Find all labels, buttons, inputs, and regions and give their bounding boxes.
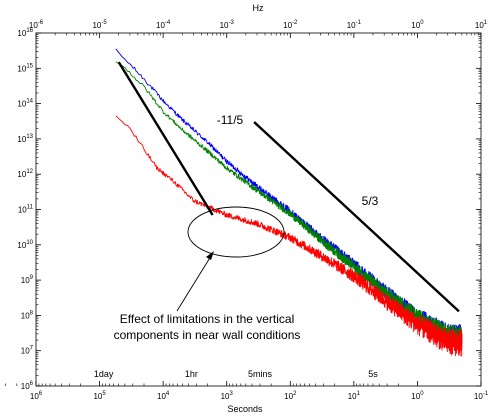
bottom-tick-label: 103 [221,391,234,401]
time-marker-label: 5mins [248,369,273,379]
top-tick-label: 10-6 [29,20,44,30]
annotation-text-line-1: Effect of limitations in the vertical [120,312,295,326]
tick-labels: 106 107 108 109 1010 1011 1012 1013 1014 1015 1016… [17,20,488,401]
y-tick-label: 1013 [17,134,33,144]
top-tick-label: 10-2 [283,20,298,30]
top-tick-label: 10-3 [220,20,235,30]
bottom-tick-label: 102 [284,391,297,401]
y-tick-label: 107 [21,346,34,356]
y-tick-label: 1011 [18,205,34,215]
top-tick-label: 10-5 [92,20,107,30]
bottom-axis-title: Seconds [227,404,263,414]
spectrum-series-2 [115,115,463,357]
y-tick-label: 1016 [17,28,33,38]
series-layer [115,48,463,357]
top-tick-label: 101 [475,20,488,30]
y-tick-label: 1015 [17,63,33,73]
tick-marks [5,32,482,387]
time-markers: 1day 1hr 5mins 5s [94,369,378,379]
reference-lines: -11/5 5/3 [117,61,460,313]
bottom-tick-label: 105 [93,391,106,401]
annotation-ellipse [187,206,285,258]
y-tick-label: 106 [21,381,34,391]
y-tick-label: 1012 [17,169,33,179]
annotation-arrow-head [206,251,214,260]
y-tick-label: 1010 [17,240,33,250]
y-tick-label: 109 [21,275,34,285]
y-tick-label: 108 [21,310,34,320]
time-marker-label: 1hr [185,369,198,379]
reference-slope-label: 5/3 [362,194,379,208]
bottom-tick-label: 106 [30,391,43,401]
top-tick-label: 100 [411,20,424,30]
top-tick-label: 10-1 [347,20,362,30]
annotation-text-line-2: components in near wall conditions [114,328,301,342]
time-marker-label: 1day [94,369,114,379]
reference-slope-line [117,61,214,216]
y-tick-label: 1014 [17,99,33,109]
top-axis-title: Hz [253,3,264,13]
reference-slope-label: -11/5 [217,113,244,127]
bottom-tick-label: 10-1 [474,391,488,401]
bottom-tick-label: 101 [348,391,361,401]
bottom-tick-label: 104 [157,391,170,401]
annotation-arrow-line [176,255,212,312]
top-tick-label: 10-4 [156,20,171,30]
reference-slope-line [253,121,460,313]
time-marker-label: 5s [368,369,378,379]
spectrum-series-0 [115,48,463,349]
bottom-tick-label: 100 [411,391,424,401]
